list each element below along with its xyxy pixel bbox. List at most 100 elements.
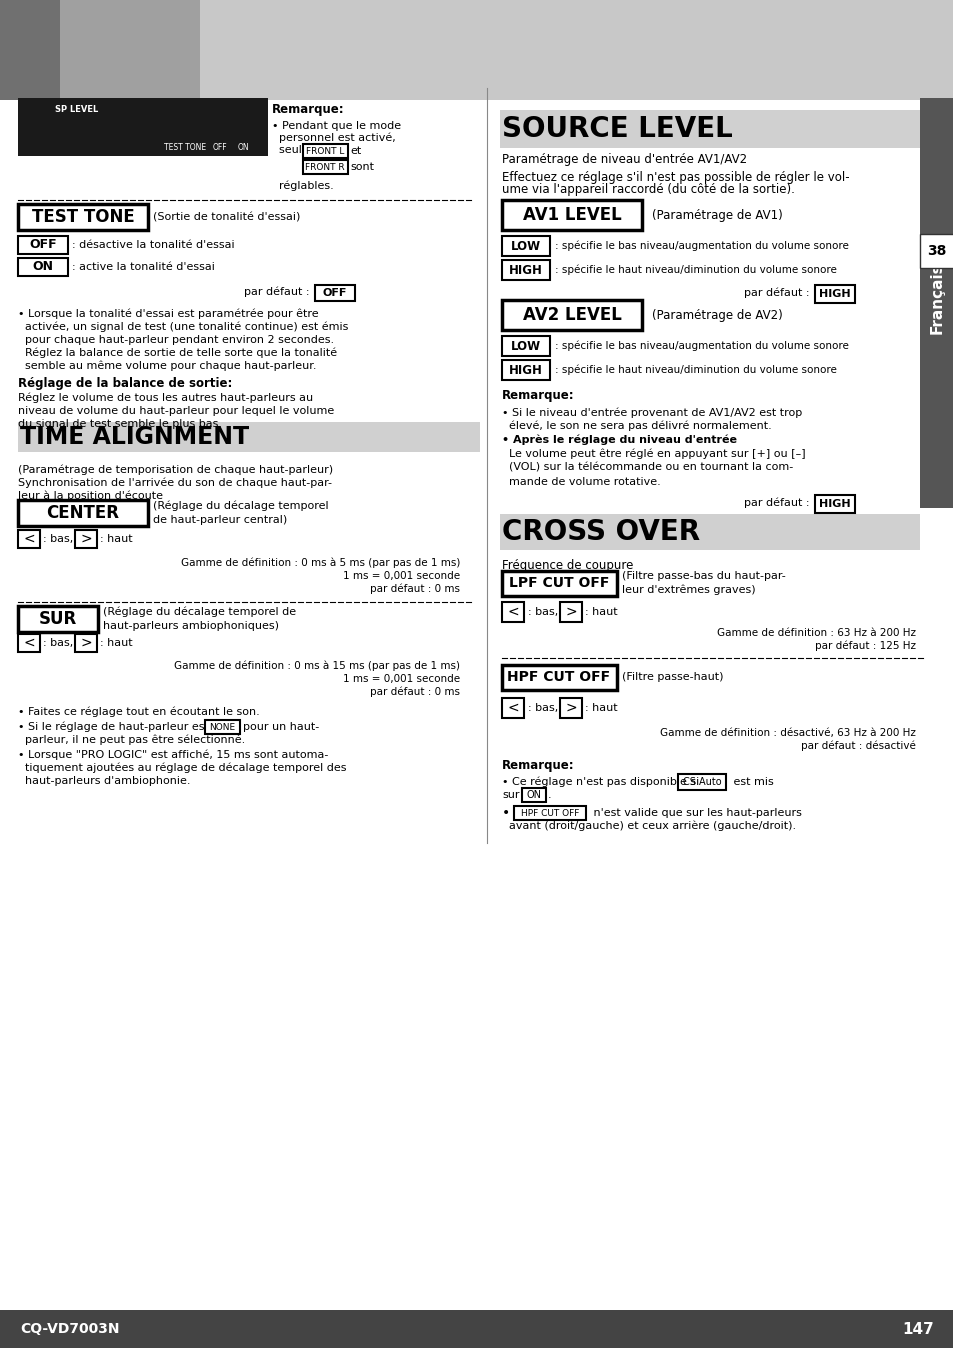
Bar xyxy=(303,144,348,158)
Text: ON: ON xyxy=(32,260,53,274)
Text: par défaut : désactivé: par défaut : désactivé xyxy=(801,741,915,751)
Text: <: < xyxy=(507,701,518,714)
Text: HIGH: HIGH xyxy=(819,288,850,299)
Text: OFF: OFF xyxy=(30,239,57,252)
Bar xyxy=(314,284,355,301)
Text: par défaut : 0 ms: par défaut : 0 ms xyxy=(370,584,459,594)
Bar xyxy=(501,260,550,280)
Text: HPF CUT OFF: HPF CUT OFF xyxy=(520,809,578,817)
Text: par défaut :: par défaut : xyxy=(743,497,809,508)
Text: par défaut :: par défaut : xyxy=(743,287,809,298)
Bar xyxy=(18,500,148,526)
Text: : spécifie le haut niveau/diminution du volume sonore: : spécifie le haut niveau/diminution du … xyxy=(555,264,836,275)
Text: HIGH: HIGH xyxy=(819,499,850,510)
Text: Le volume peut être réglé en appuyant sur [+] ou [–]: Le volume peut être réglé en appuyant su… xyxy=(501,449,804,460)
Text: TEST TONE: TEST TONE xyxy=(164,143,206,152)
Text: réglables.: réglables. xyxy=(272,181,334,191)
Text: : spécifie le bas niveau/augmentation du volume sonore: : spécifie le bas niveau/augmentation du… xyxy=(555,241,848,251)
Text: CENTER: CENTER xyxy=(47,504,119,522)
Text: Gamme de définition : 0 ms à 5 ms (par pas de 1 ms): Gamme de définition : 0 ms à 5 ms (par p… xyxy=(180,558,459,569)
Bar xyxy=(559,603,581,621)
Text: Fréquence de coupure: Fréquence de coupure xyxy=(501,559,633,573)
Text: SUR: SUR xyxy=(39,611,77,628)
Bar xyxy=(501,336,550,356)
Text: par défaut : 125 Hz: par défaut : 125 Hz xyxy=(814,640,915,651)
Bar xyxy=(0,0,953,100)
Text: du signal de test semble le plus bas.: du signal de test semble le plus bas. xyxy=(18,419,222,429)
Bar xyxy=(499,111,919,148)
Text: TIME ALIGNMENT: TIME ALIGNMENT xyxy=(20,425,249,449)
Text: <: < xyxy=(23,532,34,546)
Text: activée, un signal de test (une tonalité continue) est émis: activée, un signal de test (une tonalité… xyxy=(18,322,348,332)
Bar xyxy=(18,607,98,632)
Text: OFF: OFF xyxy=(322,288,347,298)
Bar xyxy=(501,301,641,330)
Text: ON: ON xyxy=(526,790,541,799)
Text: haut-parleurs ambiophoniques): haut-parleurs ambiophoniques) xyxy=(103,621,278,631)
Bar xyxy=(501,200,641,231)
Text: : haut: : haut xyxy=(100,638,132,648)
Text: HPF CUT OFF: HPF CUT OFF xyxy=(507,670,610,683)
Text: élevé, le son ne sera pas délivré normalement.: élevé, le son ne sera pas délivré normal… xyxy=(501,421,771,431)
Bar xyxy=(501,603,523,621)
Text: : haut: : haut xyxy=(100,534,132,545)
Text: Remarque:: Remarque: xyxy=(272,104,344,116)
Text: : haut: : haut xyxy=(584,607,617,617)
Bar xyxy=(205,720,240,735)
Text: Effectuez ce réglage s'il n'est pas possible de régler le vol-: Effectuez ce réglage s'il n'est pas poss… xyxy=(501,171,849,185)
Text: NONE: NONE xyxy=(209,723,234,732)
Text: • Pendant que le mode: • Pendant que le mode xyxy=(272,121,400,131)
Bar xyxy=(18,634,40,652)
Bar xyxy=(919,98,953,508)
Bar xyxy=(75,634,97,652)
Text: • Après le réglage du niveau d'entrée: • Après le réglage du niveau d'entrée xyxy=(501,435,737,445)
Text: CQ-VD7003N: CQ-VD7003N xyxy=(20,1322,119,1336)
Bar xyxy=(303,160,348,174)
Bar xyxy=(501,698,523,718)
Text: (Paramétrage de AV2): (Paramétrage de AV2) xyxy=(651,309,781,322)
Text: (Paramétrage de AV1): (Paramétrage de AV1) xyxy=(651,209,781,221)
Text: FRONT L: FRONT L xyxy=(306,147,344,155)
Bar xyxy=(814,284,854,303)
Text: • Lorsque "PRO LOGIC" est affiché, 15 ms sont automa-: • Lorsque "PRO LOGIC" est affiché, 15 ms… xyxy=(18,749,328,760)
Text: <: < xyxy=(23,636,34,650)
Text: par défaut : 0 ms: par défaut : 0 ms xyxy=(370,686,459,697)
Bar xyxy=(0,0,200,100)
Text: Remarque:: Remarque: xyxy=(501,390,574,403)
Text: niveau de volume du haut-parleur pour lequel le volume: niveau de volume du haut-parleur pour le… xyxy=(18,406,334,417)
Text: : bas,: : bas, xyxy=(43,638,73,648)
Text: 1 ms = 0,001 seconde: 1 ms = 0,001 seconde xyxy=(342,674,459,683)
Text: (Sortie de tonalité d'essai): (Sortie de tonalité d'essai) xyxy=(152,212,300,222)
Text: pour un haut-: pour un haut- xyxy=(243,723,319,732)
Text: : haut: : haut xyxy=(584,704,617,713)
Text: Français: Français xyxy=(928,263,943,334)
Text: mande de volume rotative.: mande de volume rotative. xyxy=(501,477,660,487)
Text: : active la tonalité d'essai: : active la tonalité d'essai xyxy=(71,262,214,272)
Text: AV1 LEVEL: AV1 LEVEL xyxy=(522,206,620,224)
Text: : désactive la tonalité d'essai: : désactive la tonalité d'essai xyxy=(71,240,234,249)
Text: >: > xyxy=(564,701,577,714)
Bar xyxy=(0,1310,953,1348)
Text: leur à la position d'écoute: leur à la position d'écoute xyxy=(18,491,163,501)
Text: LPF CUT OFF: LPF CUT OFF xyxy=(508,576,609,590)
Text: • Lorsque la tonalité d'essai est paramétrée pour être: • Lorsque la tonalité d'essai est paramé… xyxy=(18,309,318,319)
Text: n'est valide que sur les haut-parleurs: n'est valide que sur les haut-parleurs xyxy=(589,807,801,818)
Text: •: • xyxy=(501,806,510,820)
Text: de haut-parleur central): de haut-parleur central) xyxy=(152,515,287,524)
Text: (Filtre passe-haut): (Filtre passe-haut) xyxy=(621,673,722,682)
Text: • Si le niveau d'entrée provenant de AV1/AV2 est trop: • Si le niveau d'entrée provenant de AV1… xyxy=(501,407,801,418)
Text: pour chaque haut-parleur pendant environ 2 secondes.: pour chaque haut-parleur pendant environ… xyxy=(18,336,334,345)
Text: Gamme de définition : 63 Hz à 200 Hz: Gamme de définition : 63 Hz à 200 Hz xyxy=(717,628,915,638)
Bar xyxy=(18,204,148,231)
Text: 38: 38 xyxy=(926,244,945,257)
Bar xyxy=(18,422,479,452)
Bar xyxy=(501,236,550,256)
Text: 1 ms = 0,001 seconde: 1 ms = 0,001 seconde xyxy=(342,572,459,581)
Bar xyxy=(814,495,854,514)
Text: HIGH: HIGH xyxy=(509,364,542,376)
Text: par défaut :: par défaut : xyxy=(244,287,310,298)
Bar xyxy=(18,98,268,156)
Text: : spécifie le haut niveau/diminution du volume sonore: : spécifie le haut niveau/diminution du … xyxy=(555,365,836,375)
Text: >: > xyxy=(80,636,91,650)
Text: AV2 LEVEL: AV2 LEVEL xyxy=(522,306,620,324)
